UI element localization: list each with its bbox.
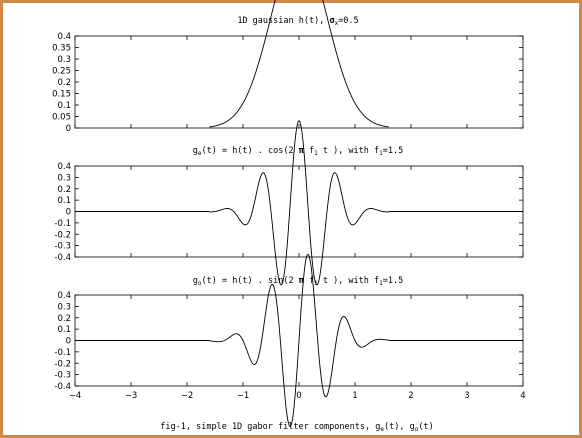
chart-3-ytick-label: 0.3 <box>57 302 71 312</box>
chart-1-ytick-label: 0.25 <box>52 67 71 77</box>
chart-3-ytick-label: 0 <box>66 337 71 347</box>
chart-2-series-line <box>75 120 523 286</box>
chart-1-ytick-label: 0 <box>66 124 71 134</box>
chart-1-ytick-label: 0.2 <box>57 78 71 88</box>
chart-3-xtick-label: 0 <box>296 391 301 401</box>
chart-1-ytick-label: 0.1 <box>57 101 71 111</box>
chart-3-ytick-label: 0.4 <box>57 291 71 301</box>
chart-1-title: 1D gaussian h(t), σx=0.5 <box>237 16 358 27</box>
chart-3-xtick-label: 1 <box>352 391 357 401</box>
chart-3-ytick-label: 0.2 <box>57 314 71 324</box>
chart-3-xtick-label: −2 <box>181 391 194 401</box>
chart-2-ytick-label: -0.4 <box>54 253 71 263</box>
chart-2-title: ge(t) = h(t) . cos(2 π f1 t ), with f1=1… <box>193 146 404 157</box>
chart-3-xtick-label: −3 <box>125 391 138 401</box>
chart-3-xtick-label: 3 <box>464 391 469 401</box>
chart-1-ytick-label: 0.4 <box>57 32 71 42</box>
chart-2-ytick-label: 0.4 <box>57 162 71 172</box>
chart-1-ytick-label: 0.35 <box>52 44 71 54</box>
chart-3-xtick-label: −1 <box>237 391 250 401</box>
chart-2-ytick-label: 0 <box>66 208 71 218</box>
chart-1-ytick-label: 0.15 <box>52 90 71 100</box>
chart-1-ytick-label: 0.3 <box>57 55 71 65</box>
chart-1-ytick-label: 0.05 <box>52 113 71 123</box>
chart-3-ytick-label: -0.1 <box>54 348 71 358</box>
chart-3-ytick-label: -0.4 <box>54 382 71 392</box>
chart-2-ytick-label: 0.3 <box>57 173 71 183</box>
chart-3-xtick-label: 4 <box>520 391 525 401</box>
chart-2-ytick-label: -0.1 <box>54 219 71 229</box>
chart-2-ytick-label: 0.2 <box>57 185 71 195</box>
chart-3-xtick-label: −4 <box>69 391 82 401</box>
chart-1-series-line <box>209 0 389 128</box>
chart-1-plot-frame <box>74 35 524 129</box>
chart-3-series-line <box>75 253 523 428</box>
chart-3-title: go(t) = h(t) . sin(2 π f1 t ), with f1=1… <box>193 276 404 287</box>
chart-2-ytick-label: -0.3 <box>54 242 71 252</box>
chart-3-ytick-label: -0.2 <box>54 359 71 369</box>
chart-2-ytick-label: -0.2 <box>54 230 71 240</box>
x-axis-label: fig-1, simple 1D gabor filter components… <box>160 422 433 433</box>
chart-3-ytick-label: 0.1 <box>57 325 71 335</box>
chart-2-ytick-label: 0.1 <box>57 196 71 206</box>
chart-3-ytick-label: -0.3 <box>54 371 71 381</box>
chart-3-xtick-label: 2 <box>408 391 413 401</box>
